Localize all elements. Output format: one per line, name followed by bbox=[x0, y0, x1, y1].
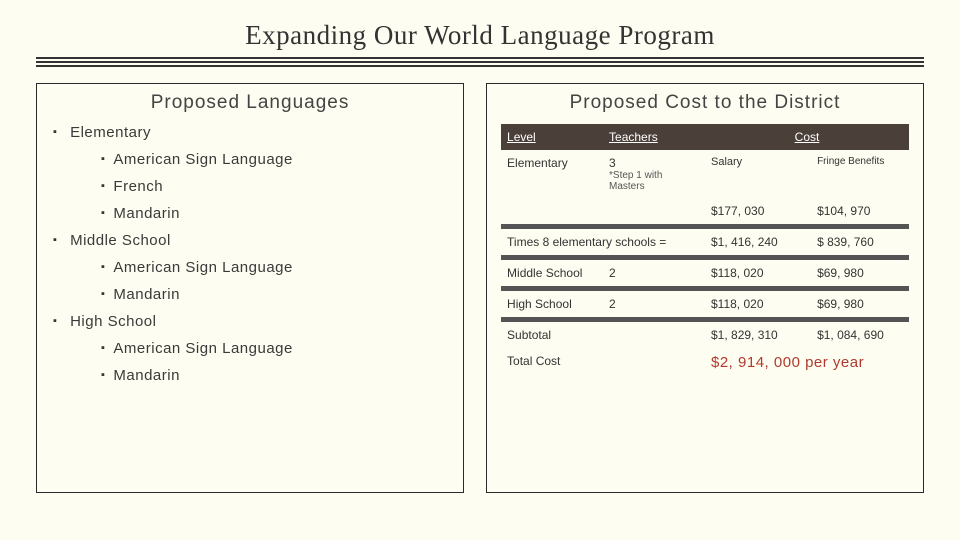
cell-times-label: Times 8 elementary schools = bbox=[501, 229, 705, 255]
proposed-cost-panel: Proposed Cost to the District Level Teac… bbox=[486, 83, 924, 493]
language-sublist: American Sign Language French Mandarin bbox=[101, 151, 449, 222]
table-row: Times 8 elementary schools = $1, 416, 24… bbox=[501, 229, 909, 255]
cell-fringe: $69, 980 bbox=[811, 260, 909, 286]
list-item: Mandarin bbox=[101, 205, 449, 222]
language-sublist: American Sign Language Mandarin bbox=[101, 259, 449, 303]
table-row: Total Cost $2, 914, 000 per year bbox=[501, 348, 909, 377]
language-sublist: American Sign Language Mandarin bbox=[101, 340, 449, 384]
col-header-teachers: Teachers bbox=[603, 124, 705, 150]
title-rule bbox=[36, 57, 924, 67]
list-item: High School American Sign Language Manda… bbox=[53, 313, 449, 384]
col-header-level: Level bbox=[501, 124, 603, 150]
proposed-languages-panel: Proposed Languages Elementary American S… bbox=[36, 83, 464, 493]
cell-total-value: $2, 914, 000 per year bbox=[705, 348, 909, 377]
cell-level: Elementary bbox=[501, 150, 603, 224]
fringe-label: Fringe Benefits bbox=[811, 150, 909, 198]
col-header-cost: Cost bbox=[705, 124, 909, 150]
salary-label: Salary bbox=[705, 150, 811, 198]
cell-salary: $118, 020 bbox=[705, 260, 811, 286]
cell-fringe: $69, 980 bbox=[811, 291, 909, 317]
cell-teachers: 2 bbox=[603, 291, 705, 317]
two-column-layout: Proposed Languages Elementary American S… bbox=[36, 83, 924, 493]
teachers-count: 3 bbox=[609, 156, 616, 170]
cell-fringe: $ 839, 760 bbox=[811, 229, 909, 255]
list-item: Middle School American Sign Language Man… bbox=[53, 232, 449, 303]
right-panel-heading: Proposed Cost to the District bbox=[501, 92, 909, 114]
list-item: Mandarin bbox=[101, 367, 449, 384]
page-title: Expanding Our World Language Program bbox=[36, 20, 924, 57]
list-item: Mandarin bbox=[101, 286, 449, 303]
cell-salary: $118, 020 bbox=[705, 291, 811, 317]
left-panel-heading: Proposed Languages bbox=[51, 92, 449, 114]
list-item: Elementary American Sign Language French… bbox=[53, 124, 449, 222]
cell-level: High School bbox=[501, 291, 603, 317]
table-row: High School 2 $118, 020 $69, 980 bbox=[501, 291, 909, 317]
cost-table: Level Teachers Cost Elementary 3 *Step 1… bbox=[501, 124, 909, 377]
table-row: Elementary 3 *Step 1 with Masters Salary… bbox=[501, 150, 909, 198]
cell-fringe: $1, 084, 690 bbox=[811, 322, 909, 348]
list-item: American Sign Language bbox=[101, 259, 449, 276]
list-item: French bbox=[101, 178, 449, 195]
cell-level: Middle School bbox=[501, 260, 603, 286]
list-item: American Sign Language bbox=[101, 340, 449, 357]
group-label: Elementary bbox=[70, 124, 151, 141]
table-row: Middle School 2 $118, 020 $69, 980 bbox=[501, 260, 909, 286]
cell-salary: $1, 829, 310 bbox=[705, 322, 811, 348]
teachers-note: *Step 1 with Masters bbox=[609, 170, 699, 192]
group-label: Middle School bbox=[70, 232, 171, 249]
cell-salary: $1, 416, 240 bbox=[705, 229, 811, 255]
cell-subtotal-label: Subtotal bbox=[501, 322, 705, 348]
group-label: High School bbox=[70, 313, 156, 330]
language-groups-list: Elementary American Sign Language French… bbox=[51, 124, 449, 384]
cell-salary: $177, 030 bbox=[705, 198, 811, 224]
cell-teachers: 3 *Step 1 with Masters bbox=[603, 150, 705, 198]
table-header-row: Level Teachers Cost bbox=[501, 124, 909, 150]
cell-fringe: $104, 970 bbox=[811, 198, 909, 224]
table-row: Subtotal $1, 829, 310 $1, 084, 690 bbox=[501, 322, 909, 348]
cell-teachers: 2 bbox=[603, 260, 705, 286]
list-item: American Sign Language bbox=[101, 151, 449, 168]
cell-total-label: Total Cost bbox=[501, 348, 705, 377]
